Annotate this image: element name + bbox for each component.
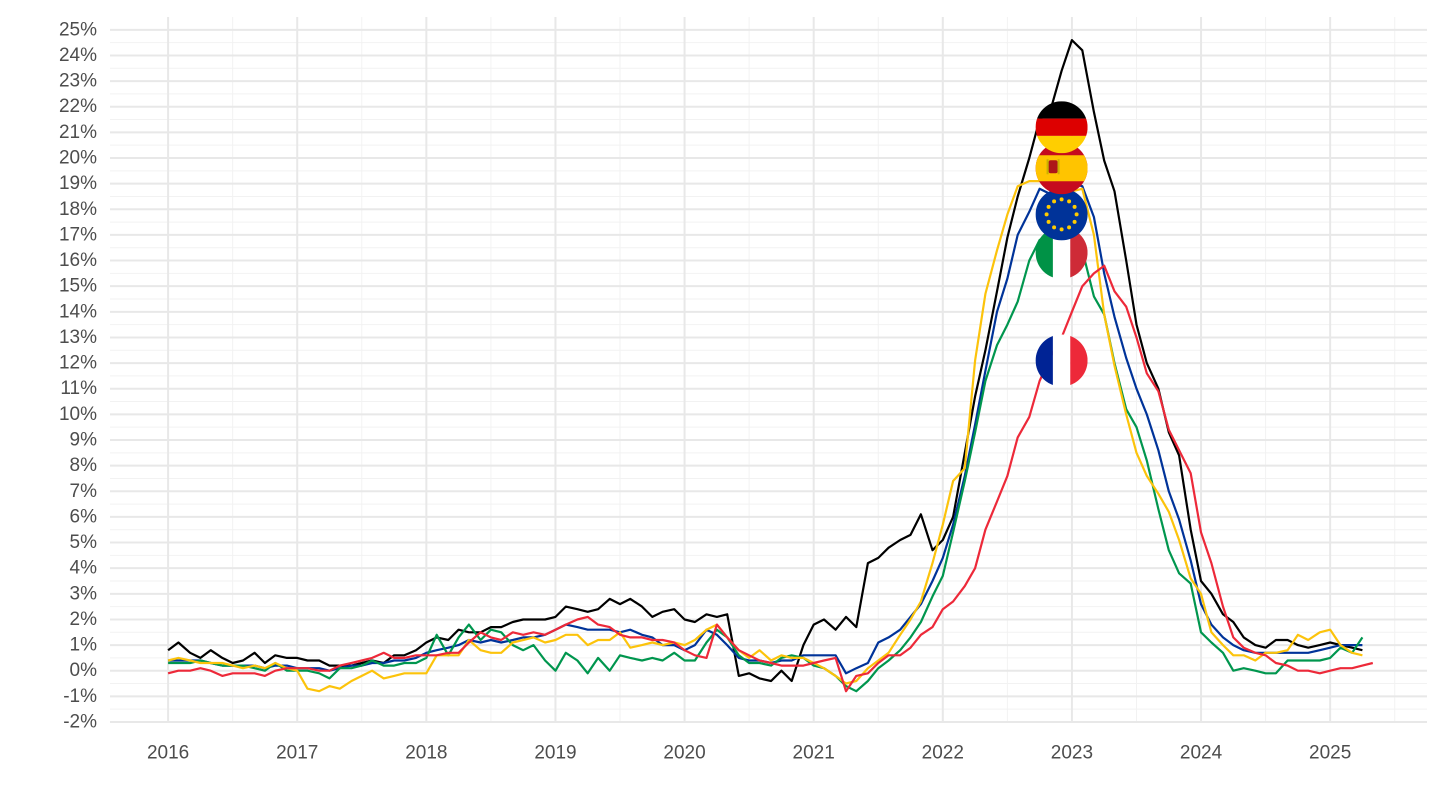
y-tick-label: 14% bbox=[59, 301, 97, 322]
series-lines bbox=[167, 39, 1374, 693]
y-tick-label: 20% bbox=[59, 148, 97, 169]
italy-series-line bbox=[168, 223, 1364, 693]
germany-flag-icon bbox=[1035, 101, 1088, 154]
y-tick-label: 3% bbox=[70, 583, 98, 604]
x-tick-label: 2018 bbox=[405, 743, 447, 764]
y-tick-label: -1% bbox=[63, 686, 97, 707]
y-tick-label: 25% bbox=[59, 19, 97, 40]
y-tick-label: 6% bbox=[70, 506, 98, 527]
y-tick-label: 13% bbox=[59, 327, 97, 348]
flag-markers bbox=[1035, 101, 1088, 387]
y-tick-label: 9% bbox=[70, 430, 98, 451]
gridlines bbox=[110, 17, 1427, 723]
x-tick-label: 2016 bbox=[147, 743, 189, 764]
y-axis-tick-labels: -2% -1% 0% 1% 2% 3% 4% 5% 6% 7% 8% 9% 10% 11% 12% 13% 14… bbox=[59, 19, 97, 732]
x-tick-label: 2022 bbox=[922, 743, 964, 764]
y-tick-label: 16% bbox=[59, 250, 97, 271]
y-tick-label: -2% bbox=[63, 712, 97, 733]
y-tick-label: 7% bbox=[70, 481, 98, 502]
european-union-series-line bbox=[168, 182, 1363, 675]
france-flag-icon bbox=[1035, 334, 1088, 387]
y-tick-label: 24% bbox=[59, 45, 97, 66]
x-tick-label: 2025 bbox=[1309, 743, 1351, 764]
x-tick-label: 2024 bbox=[1180, 743, 1223, 764]
x-axis-tick-labels: 2016 2017 2018 2019 2020 2021 2022 2023 2024 2025 bbox=[147, 743, 1351, 764]
germany-series-line bbox=[167, 39, 1363, 683]
x-tick-label: 2021 bbox=[793, 743, 835, 764]
y-tick-label: 10% bbox=[59, 404, 97, 425]
european-union-flag-icon bbox=[1035, 188, 1088, 241]
y-tick-label: 18% bbox=[59, 199, 97, 220]
y-tick-label: 21% bbox=[59, 122, 97, 143]
y-tick-label: 2% bbox=[70, 609, 98, 630]
y-tick-label: 15% bbox=[59, 276, 97, 297]
y-tick-label: 11% bbox=[60, 378, 97, 399]
y-tick-label: 22% bbox=[59, 96, 97, 117]
y-tick-label: 0% bbox=[70, 660, 98, 681]
y-tick-label: 19% bbox=[59, 173, 97, 194]
y-tick-label: 1% bbox=[70, 635, 98, 656]
y-tick-label: 23% bbox=[59, 71, 97, 92]
x-tick-label: 2023 bbox=[1051, 743, 1093, 764]
x-tick-label: 2020 bbox=[663, 743, 705, 764]
spain-flag-icon bbox=[1035, 142, 1088, 195]
y-tick-label: 12% bbox=[59, 353, 97, 374]
y-tick-label: 8% bbox=[70, 455, 98, 476]
y-tick-label: 17% bbox=[59, 224, 97, 245]
y-tick-label: 4% bbox=[70, 558, 98, 579]
spain-series-line bbox=[167, 177, 1363, 693]
y-tick-label: 5% bbox=[70, 532, 98, 553]
x-tick-label: 2017 bbox=[276, 743, 318, 764]
france-series-line bbox=[167, 264, 1374, 693]
x-tick-label: 2019 bbox=[534, 743, 576, 764]
